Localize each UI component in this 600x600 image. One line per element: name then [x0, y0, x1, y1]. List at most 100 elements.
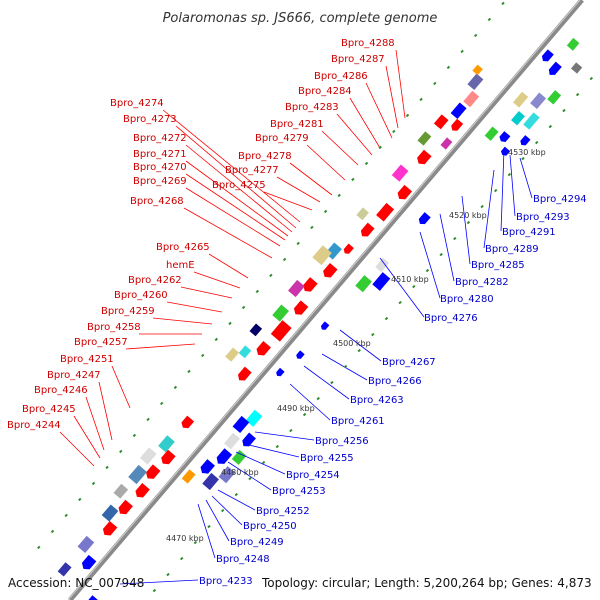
- gene-label-bottom[interactable]: Bpro_4285: [471, 260, 525, 271]
- gene-label-top[interactable]: Bpro_4274: [110, 98, 164, 109]
- gene-label-top[interactable]: Bpro_4286: [314, 71, 368, 82]
- gene-label-bottom[interactable]: Bpro_4233: [199, 576, 253, 587]
- scale-tick: [275, 444, 280, 449]
- gene-feature: [270, 320, 292, 342]
- gene-label-top[interactable]: Bpro_4284: [298, 86, 352, 97]
- gene-arrow: [360, 222, 375, 237]
- gene-feature: [81, 554, 97, 570]
- gene-label-top[interactable]: Bpro_4259: [101, 306, 155, 317]
- scale-tick: [105, 465, 109, 470]
- gene-label-bottom[interactable]: Bpro_4253: [272, 486, 326, 497]
- gene-feature: [548, 61, 562, 75]
- gene-label-top[interactable]: Bpro_4270: [133, 162, 187, 173]
- gene-feature: [391, 164, 409, 182]
- connector-line: [289, 383, 331, 421]
- gene-box: [245, 409, 263, 427]
- gene-feature: [372, 272, 391, 291]
- topology-label: Topology: circular; Length: 5,200,264 bp…: [261, 576, 592, 590]
- gene-label-top[interactable]: Bpro_4273: [123, 114, 177, 125]
- connector-line: [197, 503, 216, 559]
- gene-label-bottom[interactable]: Bpro_4266: [368, 376, 422, 387]
- scale-label: 4470 kbp: [166, 534, 204, 543]
- gene-feature: [101, 504, 119, 522]
- gene-box: [224, 432, 240, 450]
- gene-label-top[interactable]: Bpro_4288: [341, 38, 395, 49]
- gene-feature: [570, 62, 583, 74]
- gene-label-top[interactable]: Bpro_4260: [114, 290, 168, 301]
- gene-label-top[interactable]: Bpro_4244: [7, 420, 61, 431]
- scale-tick: [562, 108, 566, 113]
- gene-label-bottom[interactable]: Bpro_4263: [350, 395, 404, 406]
- gene-feature: [128, 464, 147, 485]
- gene-label-top[interactable]: Bpro_4251: [60, 354, 114, 365]
- gene-label-bottom[interactable]: Bpro_4249: [230, 537, 284, 548]
- gene-arrow: [303, 277, 318, 292]
- scale-label: 4520 kbp: [449, 211, 487, 220]
- scale-ticks: [37, 1, 594, 593]
- connector-line: [365, 82, 393, 139]
- gene-label-top[interactable]: Bpro_4246: [34, 385, 88, 396]
- gene-box: [158, 435, 175, 453]
- gene-feature: [451, 118, 464, 131]
- gene-feature: [158, 435, 175, 453]
- gene-label-top[interactable]: Bpro_4262: [128, 275, 182, 286]
- gene-label-bottom[interactable]: Bpro_4280: [440, 294, 494, 305]
- gene-feature: [467, 73, 484, 91]
- gene-label-top[interactable]: Bpro_4277: [225, 165, 279, 176]
- gene-box: [225, 347, 240, 362]
- gene-label-top[interactable]: Bpro_4245: [22, 404, 76, 415]
- gene-box: [128, 464, 147, 485]
- gene-arrow: [397, 184, 413, 200]
- gene-label-bottom[interactable]: Bpro_4282: [455, 277, 509, 288]
- gene-feature: [523, 112, 540, 130]
- gene-box: [376, 202, 395, 222]
- gene-label-top[interactable]: Bpro_4268: [130, 196, 184, 207]
- gene-box: [513, 91, 529, 108]
- gene-label-bottom[interactable]: Bpro_4252: [256, 506, 310, 517]
- gene-label-top[interactable]: Bpro_4278: [238, 151, 292, 162]
- gene-box: [433, 114, 449, 130]
- gene-label-top[interactable]: Bpro_4258: [87, 322, 141, 333]
- gene-label-bottom[interactable]: Bpro_4261: [331, 416, 385, 427]
- gene-label-top[interactable]: Bpro_4275: [212, 180, 266, 191]
- gene-label-top[interactable]: Bpro_4287: [331, 54, 385, 65]
- gene-box: [570, 62, 583, 74]
- gene-label-bottom[interactable]: Bpro_4289: [485, 244, 539, 255]
- connector-line: [379, 257, 425, 318]
- connector-line: [306, 144, 346, 181]
- gene-arrow: [256, 341, 271, 356]
- gene-label-top[interactable]: Bpro_4265: [156, 242, 210, 253]
- gene-label-bottom[interactable]: Bpro_4248: [216, 554, 270, 565]
- gene-label-top[interactable]: hemE: [166, 260, 195, 271]
- scale-tick: [589, 76, 594, 81]
- gene-label-bottom[interactable]: Bpro_4267: [382, 357, 436, 368]
- gene-label-bottom[interactable]: Bpro_4255: [300, 453, 354, 464]
- connector-line: [349, 97, 381, 149]
- gene-label-bottom[interactable]: Bpro_4254: [286, 470, 340, 481]
- gene-label-bottom[interactable]: Bpro_4291: [502, 227, 556, 238]
- gene-label-bottom[interactable]: Bpro_4276: [424, 313, 478, 324]
- gene-label-top[interactable]: Bpro_4257: [74, 337, 128, 348]
- gene-feature: [256, 341, 271, 356]
- gene-label-top[interactable]: Bpro_4247: [47, 370, 101, 381]
- scale-tick: [575, 92, 580, 97]
- gene-label-bottom[interactable]: Bpro_4294: [533, 194, 587, 205]
- gene-label-top[interactable]: Bpro_4281: [270, 119, 324, 130]
- scale-label: 4490 kbp: [277, 404, 315, 413]
- scale-tick: [119, 449, 123, 454]
- gene-feature: [513, 91, 529, 108]
- gene-label-top[interactable]: Bpro_4271: [133, 149, 187, 160]
- gene-label-bottom[interactable]: Bpro_4293: [516, 212, 570, 223]
- gene-label-top[interactable]: Bpro_4272: [133, 133, 187, 144]
- scale-tick: [302, 412, 307, 417]
- gene-box: [101, 504, 119, 522]
- gene-label-top[interactable]: Bpro_4269: [133, 176, 187, 187]
- gene-label-bottom[interactable]: Bpro_4256: [315, 436, 369, 447]
- gene-feature: [355, 275, 372, 293]
- gene-label-top[interactable]: Bpro_4279: [255, 133, 309, 144]
- gene-label-bottom[interactable]: Bpro_4250: [243, 521, 297, 532]
- gene-label-top[interactable]: Bpro_4283: [285, 102, 339, 113]
- gene-feature: [450, 102, 467, 119]
- scale-tick: [412, 284, 416, 289]
- gene-feature: [225, 347, 240, 362]
